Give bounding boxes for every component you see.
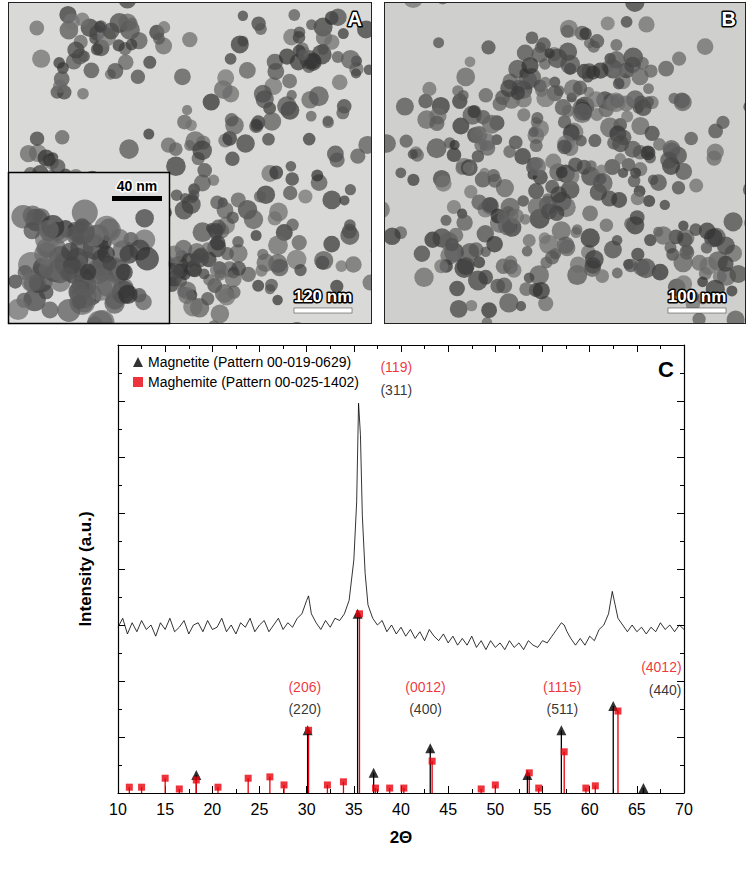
- svg-text:100 nm: 100 nm: [668, 287, 727, 306]
- svg-text:20: 20: [203, 801, 221, 818]
- svg-text:25: 25: [251, 801, 269, 818]
- svg-text:30: 30: [298, 801, 316, 818]
- svg-text:(400): (400): [409, 701, 442, 717]
- svg-text:35: 35: [345, 801, 363, 818]
- svg-text:Magnetite (Pattern 00-019-0629: Magnetite (Pattern 00-019-0629): [148, 354, 351, 370]
- svg-text:(220): (220): [288, 701, 321, 717]
- svg-text:70: 70: [675, 801, 693, 818]
- svg-text:50: 50: [486, 801, 504, 818]
- svg-text:55: 55: [534, 801, 552, 818]
- svg-text:Intensity (a.u.): Intensity (a.u.): [76, 511, 95, 626]
- svg-text:120 nm: 120 nm: [294, 287, 353, 306]
- svg-text:10: 10: [109, 801, 127, 818]
- svg-text:15: 15: [156, 801, 174, 818]
- svg-text:45: 45: [439, 801, 457, 818]
- svg-text:(4012): (4012): [641, 659, 681, 675]
- svg-text:Maghemite (Pattern 00-025-1402: Maghemite (Pattern 00-025-1402): [148, 374, 359, 390]
- svg-text:(440): (440): [649, 682, 682, 698]
- svg-text:(511): (511): [546, 701, 578, 717]
- svg-text:40 nm: 40 nm: [117, 178, 157, 194]
- svg-text:(1115): (1115): [543, 679, 581, 695]
- svg-text:B: B: [722, 8, 736, 30]
- svg-text:(0012): (0012): [405, 679, 445, 695]
- svg-text:A: A: [348, 8, 362, 30]
- svg-text:(206): (206): [288, 679, 321, 695]
- svg-text:C: C: [658, 357, 674, 382]
- svg-text:(311): (311): [380, 382, 412, 398]
- svg-text:40: 40: [392, 801, 410, 818]
- svg-text:(119): (119): [380, 359, 412, 375]
- svg-text:65: 65: [628, 801, 646, 818]
- svg-text:60: 60: [581, 801, 599, 818]
- svg-text:2Θ: 2Θ: [390, 828, 413, 847]
